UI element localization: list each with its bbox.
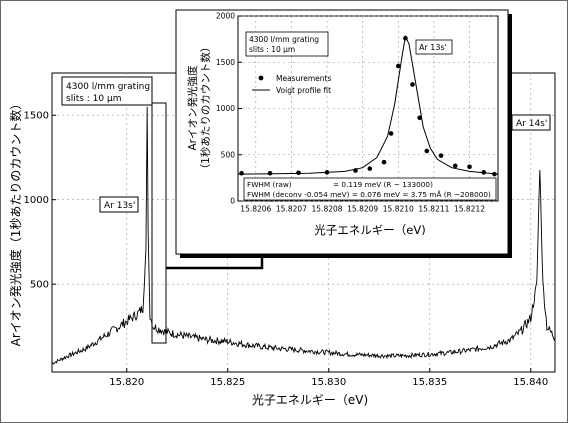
main-grating-box xyxy=(61,76,153,106)
measurement-point xyxy=(367,166,373,171)
main-spectrum-line xyxy=(51,106,556,365)
measurement-point xyxy=(388,131,394,136)
main-y-axis-label: Arイオン発光強度（1秒あたりのカウント数） xyxy=(8,98,23,347)
measurement-point xyxy=(481,170,487,175)
inset-y-axis-label-2: （1秒あたりのカウント数） xyxy=(199,42,212,175)
inset-grating-label: 4300 l/mm grating xyxy=(249,35,319,44)
inset-y-tick-label: 1000 xyxy=(216,104,235,113)
main-y-tick-label: 1000 xyxy=(24,195,49,206)
inset-y-tick-label: 500 xyxy=(221,150,236,159)
main-x-tick-label: 15.820 xyxy=(109,377,144,388)
measurement-point xyxy=(492,171,497,177)
measurement-point xyxy=(467,164,472,170)
main-slits-label: slits : 10 μm xyxy=(66,94,121,104)
peak-left-label: Ar 13s' xyxy=(104,201,135,211)
inset-slits-label: slits : 10 μm xyxy=(249,45,295,54)
fwhm-raw-value: = 0.119 meV (R ~ 133000) xyxy=(333,180,433,189)
main-x-axis-label: 光子エネルギー（eV) xyxy=(252,393,368,407)
fwhm-deconv-label: FWHM (deconv -0.054 meV) = 0.076 meV = 3… xyxy=(247,190,491,199)
measurement-point xyxy=(353,168,358,173)
peak-highlight-box xyxy=(151,102,167,344)
legend-fit-label: Voigt profile fit xyxy=(276,86,331,95)
inset-y-ticks: 0 500 1000 1500 2000 xyxy=(216,12,242,206)
measurement-point xyxy=(424,148,430,154)
measurement-point xyxy=(417,115,422,121)
inset-x-tick-label: 15.8210 xyxy=(383,205,414,214)
measurement-point xyxy=(410,82,415,87)
inset-x-tick-label: 15.8206 xyxy=(240,205,271,214)
inset-x-tick-label: 15.8207 xyxy=(276,205,307,214)
fwhm-raw-label: FWHM (raw) xyxy=(247,180,292,189)
measurement-points xyxy=(239,35,497,177)
measurement-point xyxy=(296,170,301,176)
inset-x-tick-label: 15.8208 xyxy=(312,205,343,214)
inset-grating-box xyxy=(245,31,329,57)
measurement-point xyxy=(395,63,401,69)
main-x-tick-label: 15.835 xyxy=(412,377,447,388)
voigt-fit-line xyxy=(237,34,499,175)
inset-legend: Measurements Voigt profile fit xyxy=(252,74,331,95)
inset-x-axis-label: 光子エネルギー（eV) xyxy=(314,223,425,237)
inset-x-tick-label: 15.8211 xyxy=(418,205,449,214)
main-x-tick-label: 15.825 xyxy=(210,377,245,388)
inset-x-tick-label: 15.8212 xyxy=(454,205,485,214)
measurement-point xyxy=(381,159,387,165)
measurement-point xyxy=(239,170,244,176)
main-y-ticks: 500 1000 1500 xyxy=(24,111,56,291)
main-grating-label: 4300 l/mm grating xyxy=(66,82,150,92)
inset-y-tick-label: 1500 xyxy=(216,58,235,67)
main-x-ticks: 15.820 15.825 15.830 15.835 15.840 xyxy=(109,368,548,388)
measurement-point xyxy=(403,35,408,41)
measurement-point xyxy=(324,170,330,175)
inset-chart: 15.8206 15.8207 15.8208 15.8209 15.8210 15.82… xyxy=(175,9,512,258)
main-x-tick-label: 15.830 xyxy=(311,377,346,388)
peak-right-label: Ar 14s' xyxy=(516,119,547,129)
measurement-point xyxy=(452,163,458,169)
main-y-tick-label: 500 xyxy=(30,280,49,291)
legend-measurements-label: Measurements xyxy=(276,74,331,83)
inset-peak-label: Ar 13s' xyxy=(419,43,447,52)
inset-y-axis-label-1: Arイオン発光強度 xyxy=(186,65,199,150)
legend-measurements-marker xyxy=(258,75,264,81)
inset-x-tick-label: 15.8209 xyxy=(347,205,378,214)
main-x-tick-label: 15.840 xyxy=(513,377,548,388)
main-y-tick-label: 1500 xyxy=(24,111,49,122)
inset-y-tick-label: 0 xyxy=(230,197,235,206)
inset-peak-box xyxy=(415,39,453,55)
measurement-point xyxy=(267,170,273,176)
measurement-point xyxy=(438,153,444,158)
peak-left-box xyxy=(99,196,139,213)
inset-y-tick-label: 2000 xyxy=(216,12,235,21)
fwhm-box xyxy=(243,177,497,201)
